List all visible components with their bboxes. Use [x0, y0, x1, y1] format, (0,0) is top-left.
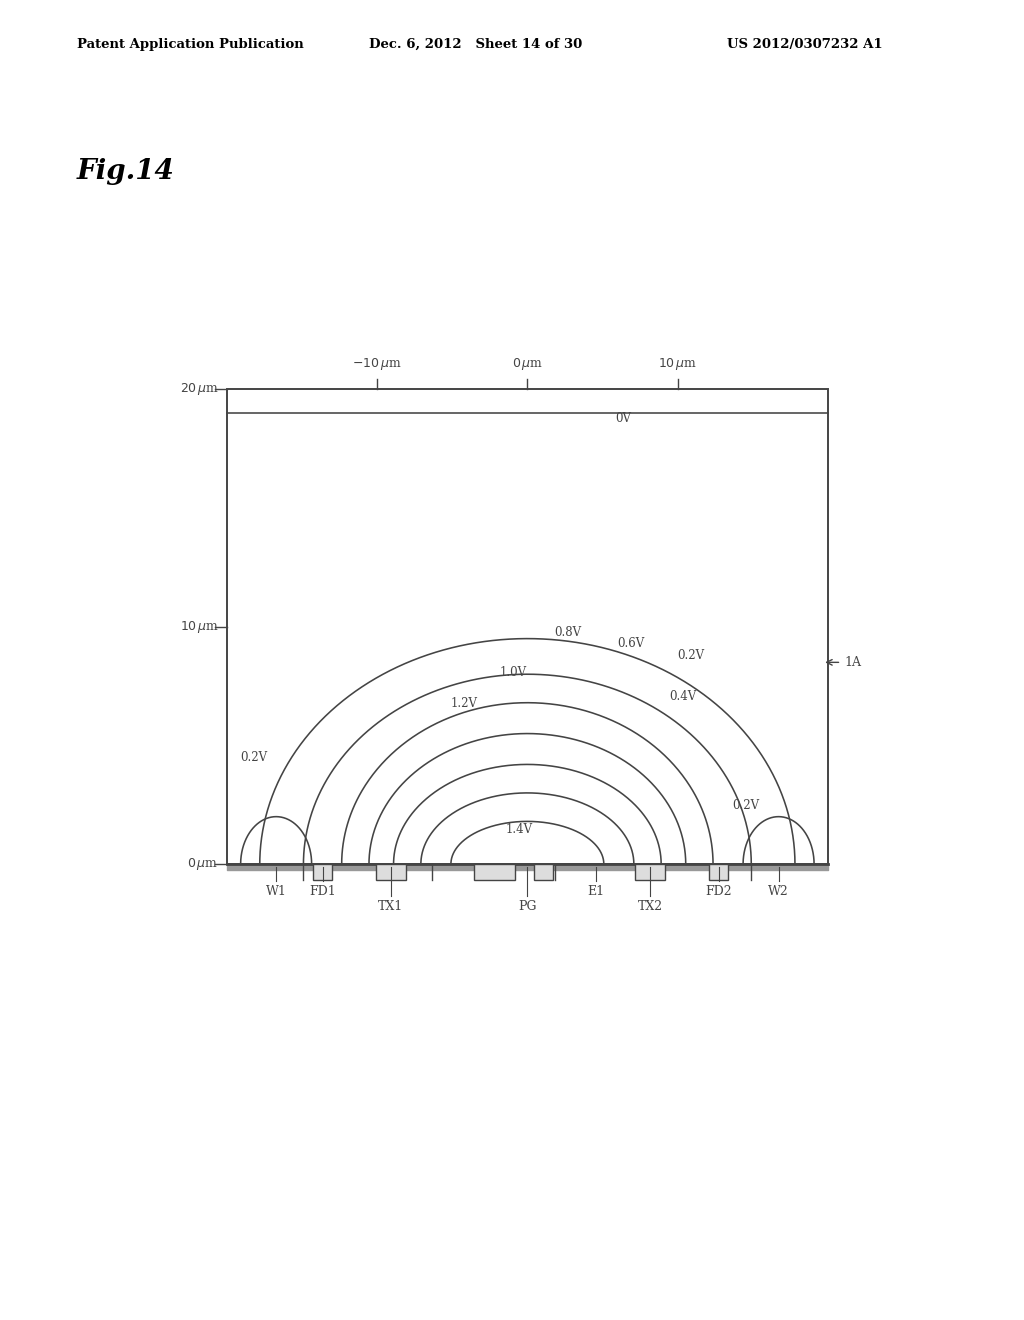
Text: 0.2V: 0.2V — [678, 649, 705, 663]
Bar — [376, 865, 406, 879]
Text: 1.4V: 1.4V — [506, 822, 532, 836]
Bar — [227, 389, 827, 865]
Text: Dec. 6, 2012   Sheet 14 of 30: Dec. 6, 2012 Sheet 14 of 30 — [369, 38, 582, 51]
Text: 0.6V: 0.6V — [617, 638, 645, 651]
Bar — [535, 865, 553, 879]
Text: $20\,\mu$m: $20\,\mu$m — [179, 381, 219, 397]
Text: 0.2V: 0.2V — [241, 751, 267, 764]
Text: $10\,\mu$m: $10\,\mu$m — [179, 619, 219, 635]
Text: TX1: TX1 — [378, 900, 403, 913]
Text: 0V: 0V — [615, 412, 631, 425]
Text: US 2012/0307232 A1: US 2012/0307232 A1 — [727, 38, 883, 51]
Text: TX2: TX2 — [638, 900, 663, 913]
Text: 1.0V: 1.0V — [500, 667, 527, 678]
Bar — [474, 865, 515, 879]
Text: 0.8V: 0.8V — [555, 626, 582, 639]
Text: FD1: FD1 — [309, 884, 336, 898]
Bar — [313, 865, 332, 879]
Bar — [709, 865, 728, 879]
Text: $0\,\mu$m: $0\,\mu$m — [512, 355, 543, 371]
Text: Patent Application Publication: Patent Application Publication — [77, 38, 303, 51]
Text: $10\,\mu$m: $10\,\mu$m — [657, 355, 697, 371]
Text: FD2: FD2 — [706, 884, 732, 898]
Text: 1A: 1A — [844, 656, 861, 669]
Text: 0.4V: 0.4V — [670, 690, 696, 702]
Text: $0\,\mu$m: $0\,\mu$m — [187, 857, 219, 873]
Text: $-10\,\mu$m: $-10\,\mu$m — [352, 355, 402, 371]
Text: 1.2V: 1.2V — [451, 697, 478, 710]
Text: 0.2V: 0.2V — [732, 799, 759, 812]
Bar — [635, 865, 666, 879]
Text: PG: PG — [518, 900, 537, 913]
Text: E1: E1 — [587, 884, 604, 898]
Text: W2: W2 — [768, 884, 788, 898]
Text: W1: W1 — [265, 884, 287, 898]
Text: Fig.14: Fig.14 — [77, 158, 174, 185]
